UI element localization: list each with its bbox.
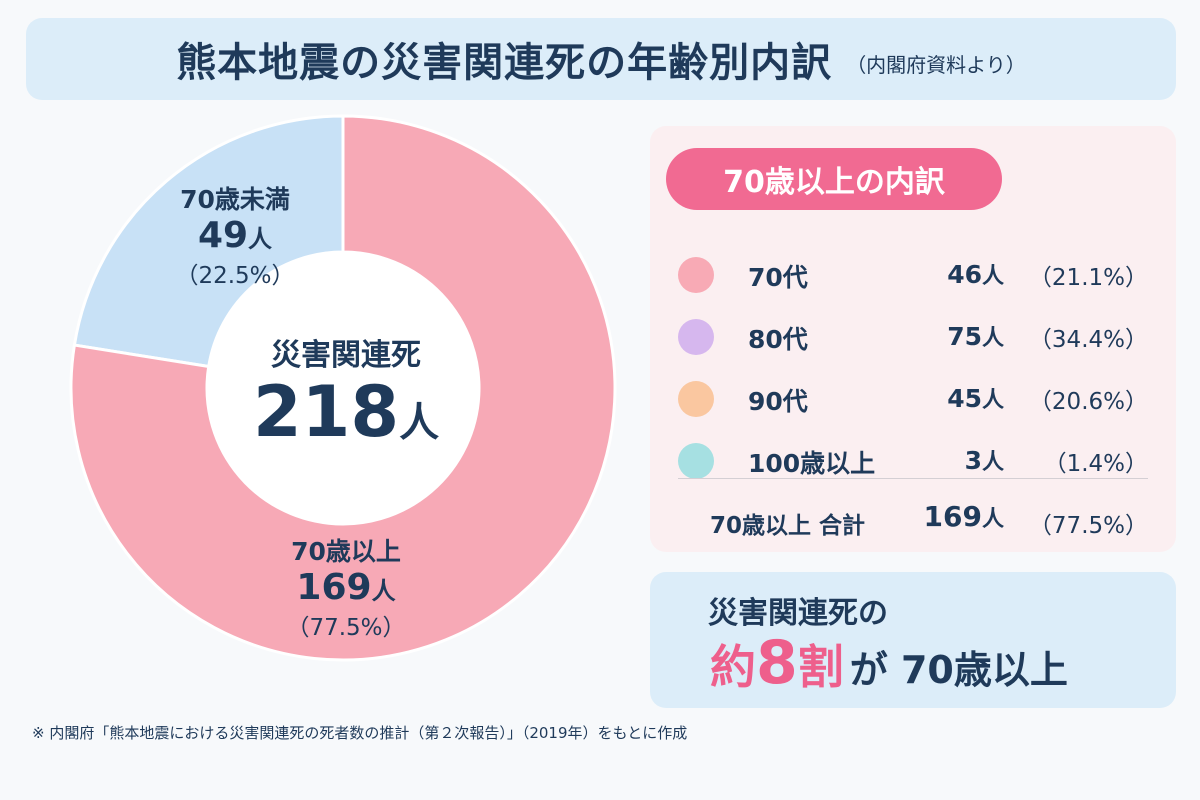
breakdown-total-unit: 人 bbox=[981, 507, 1004, 532]
breakdown-unit-100-plus: 人 bbox=[981, 450, 1004, 475]
breakdown-row-90s: 90代 45人 （20.6%） bbox=[650, 374, 1176, 424]
breakdown-divider bbox=[678, 478, 1148, 479]
slice-label-under-70-unit: 人 bbox=[248, 225, 273, 253]
slice-label-70-plus-unit: 人 bbox=[371, 577, 396, 605]
breakdown-count-70s: 46 bbox=[947, 260, 982, 289]
breakdown-total-percent: （77.5%） bbox=[1028, 513, 1148, 539]
donut-chart bbox=[69, 114, 617, 662]
summary-tail: が 70歳以上 bbox=[849, 648, 1068, 692]
breakdown-row-100-plus: 100歳以上 3人 （1.4%） bbox=[650, 436, 1176, 486]
breakdown-total-count: 169 bbox=[923, 500, 982, 533]
breakdown-unit-90s: 人 bbox=[981, 388, 1004, 413]
legend-dot-100-plus bbox=[678, 443, 714, 479]
page-title: 熊本地震の災害関連死の年齢別内訳 bbox=[176, 40, 833, 86]
donut-hole bbox=[207, 252, 479, 524]
title-bar: 熊本地震の災害関連死の年齢別内訳 （内閣府資料より） bbox=[26, 18, 1176, 100]
summary-emph-prefix: 約 bbox=[710, 640, 756, 694]
breakdown-label-90s: 90代 bbox=[748, 387, 808, 416]
slice-label-70-plus-value: 169 bbox=[296, 567, 372, 608]
legend-dot-80s bbox=[678, 319, 714, 355]
slice-label-under-70-value: 49 bbox=[197, 215, 249, 256]
breakdown-label-100-plus: 100歳以上 bbox=[748, 449, 876, 478]
breakdown-percent-80s: （34.4%） bbox=[1028, 327, 1148, 353]
breakdown-label-80s: 80代 bbox=[748, 325, 808, 354]
breakdown-row-70s: 70代 46人 （21.1%） bbox=[650, 250, 1176, 300]
summary-panel: 災害関連死の 約8割が 70歳以上 bbox=[650, 572, 1176, 708]
breakdown-label-70s: 70代 bbox=[748, 263, 808, 292]
source-footnote: ※ 内閣府「熊本地震における災害関連死の死者数の推計（第２次報告）」（2019年… bbox=[32, 724, 688, 742]
breakdown-count-90s: 45 bbox=[947, 384, 982, 413]
slice-label-70-plus-percent: （77.5%） bbox=[286, 614, 406, 641]
slice-label-under-70-percent: （22.5%） bbox=[175, 262, 295, 289]
breakdown-percent-70s: （21.1%） bbox=[1028, 265, 1148, 291]
donut-center-value: 218 bbox=[252, 371, 400, 453]
breakdown-count-80s: 75 bbox=[947, 322, 982, 351]
summary-emph-number: 8 bbox=[756, 628, 798, 698]
slice-label-70-plus-name: 70歳以上 bbox=[291, 537, 401, 566]
donut-center-title: 災害関連死 bbox=[271, 338, 421, 373]
slice-label-under-70-name: 70歳未満 bbox=[180, 185, 290, 214]
legend-dot-70s bbox=[678, 257, 714, 293]
donut-center-unit: 人 bbox=[399, 400, 440, 446]
breakdown-percent-90s: （20.6%） bbox=[1028, 389, 1148, 415]
summary-emph-suffix: 割 bbox=[797, 640, 844, 694]
slice-label-under-70: 70歳未満 49人 （22.5%） bbox=[150, 180, 320, 290]
summary-line2: 約8割が 70歳以上 bbox=[710, 628, 1068, 698]
breakdown-title: 70歳以上の内訳 bbox=[723, 165, 945, 200]
donut-slice-under-70 bbox=[72, 114, 345, 369]
breakdown-count-100-plus: 3 bbox=[964, 446, 982, 475]
breakdown-panel: 70歳以上の内訳 70代 46人 （21.1%） 80代 75人 （34.4%）… bbox=[650, 126, 1176, 552]
breakdown-title-pill: 70歳以上の内訳 bbox=[666, 148, 1002, 210]
donut-center-label: 災害関連死 218人 bbox=[218, 330, 474, 451]
breakdown-unit-70s: 人 bbox=[981, 264, 1004, 289]
breakdown-row-80s: 80代 75人 （34.4%） bbox=[650, 312, 1176, 362]
breakdown-total-label: 70歳以上 合計 bbox=[710, 513, 866, 539]
page-subtitle: （内閣府資料より） bbox=[846, 52, 1026, 77]
breakdown-percent-100-plus: （1.4%） bbox=[1043, 451, 1148, 477]
summary-line1: 災害関連死の bbox=[708, 596, 888, 631]
legend-dot-90s bbox=[678, 381, 714, 417]
breakdown-unit-80s: 人 bbox=[981, 326, 1004, 351]
slice-label-70-plus: 70歳以上 169人 （77.5%） bbox=[266, 532, 426, 642]
